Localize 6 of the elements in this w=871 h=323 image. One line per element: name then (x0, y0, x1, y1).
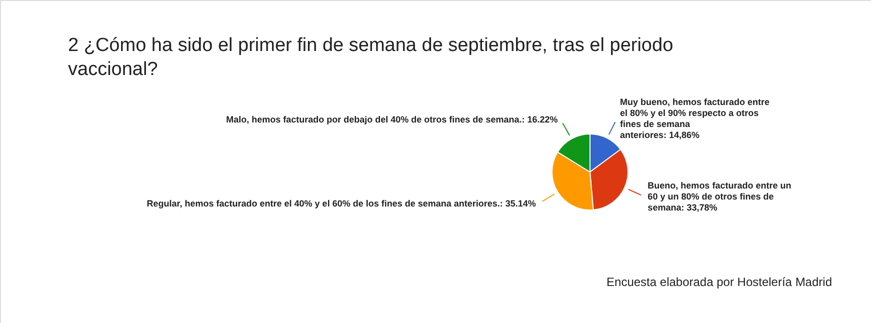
slice-label: Regular, hemos facturado entre el 40% y el 60% de los fines de semana anteriores.: 35.14% (146, 198, 536, 208)
slice-label: Muy bueno, hemos facturado entre el 80% y el 90% respecto a otros fines de semana anteriores: 14,86% (620, 96, 770, 140)
chart-title: 2 ¿Cómo ha sido el primer fin de semana de septiembre, tras el periodo vaccional? (68, 35, 674, 80)
slice-label: Malo, hemos facturado por debajo del 40% de otros fines de semana.: 16.22% (226, 114, 558, 125)
text: Encuesta elaborada por Hostelería Madrid (606, 275, 832, 289)
slice-label: Bueno, hemos facturado entre un 60 y un 80% de otros fines de semana: 33,78% (648, 180, 792, 213)
